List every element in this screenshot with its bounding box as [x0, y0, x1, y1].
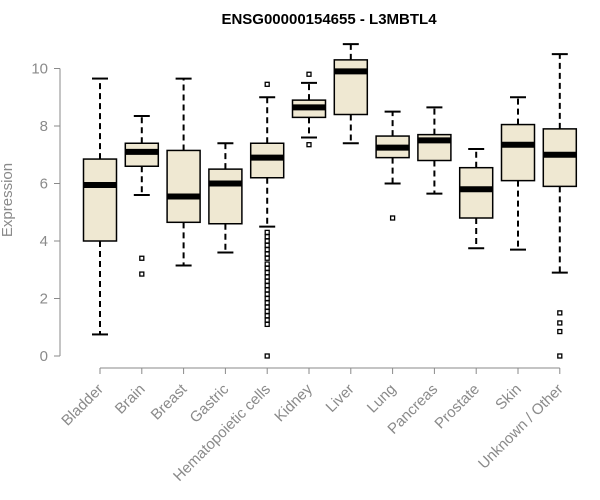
outlier-point — [264, 242, 270, 248]
y-tick-label: 10 — [31, 61, 48, 78]
box-group — [166, 77, 201, 267]
outlier-point — [557, 310, 563, 316]
box-group — [458, 148, 494, 250]
outlier-point — [264, 251, 270, 257]
outlier-point — [264, 321, 270, 328]
outlier-point — [264, 300, 270, 306]
outlier-point — [264, 234, 270, 240]
outlier-point — [264, 291, 270, 297]
outlier-point — [264, 81, 270, 87]
x-tick-label: Bladder — [58, 381, 107, 430]
outlier-point — [264, 313, 270, 319]
outlier-point — [389, 215, 396, 221]
iqr-box — [458, 166, 494, 219]
box-group — [208, 142, 243, 254]
outlier-point — [264, 265, 270, 271]
x-tick-label: Kidney — [271, 380, 316, 425]
iqr-box — [208, 168, 243, 225]
outlier-point — [139, 271, 145, 277]
outlier-point — [264, 261, 270, 267]
box-group — [375, 110, 410, 221]
chart-title: ENSG00000154655 - L3MBTL4 — [221, 11, 437, 28]
outlier-point — [264, 353, 270, 359]
iqr-box — [333, 59, 369, 116]
outlier-point — [557, 320, 563, 326]
iqr-box — [500, 123, 536, 182]
box-group — [82, 77, 118, 336]
x-tick-label: Liver — [323, 381, 358, 416]
box-group — [500, 96, 536, 251]
iqr-box — [166, 149, 201, 224]
box-group — [249, 81, 285, 359]
box-group — [124, 114, 160, 277]
y-tick-label: 2 — [40, 291, 48, 308]
outlier-point — [264, 255, 270, 261]
y-tick-label: 8 — [40, 118, 48, 135]
outlier-point — [139, 255, 145, 261]
outlier-point — [264, 295, 270, 302]
y-tick-label: 4 — [40, 233, 48, 250]
outlier-point — [264, 308, 270, 315]
outlier-point — [264, 229, 270, 236]
y-axis: 0 2 4 6 8 10 — [31, 61, 61, 365]
outlier-point — [264, 282, 270, 289]
outlier-point — [264, 269, 270, 276]
outlier-point — [264, 246, 270, 253]
x-tick-label: Lung — [364, 381, 400, 417]
x-tick-label: Breast — [148, 380, 191, 423]
outlier-point — [557, 328, 563, 335]
outlier-point — [264, 274, 270, 280]
x-tick-label: Brain — [112, 381, 149, 418]
box-group — [333, 43, 369, 145]
outlier-point — [264, 304, 270, 310]
box-group — [542, 53, 578, 359]
iqr-box — [82, 158, 118, 242]
boxes-group — [82, 43, 578, 359]
box-group — [417, 106, 452, 195]
outlier-point — [264, 238, 270, 244]
outlier-point — [264, 278, 270, 284]
outlier-point — [306, 71, 312, 77]
y-tick-label: 6 — [40, 176, 48, 193]
x-tick-label: Skin — [492, 381, 525, 414]
box-group — [291, 71, 327, 148]
outlier-point — [557, 353, 563, 359]
x-tick-label: Prostate — [431, 381, 483, 433]
y-tick-label: 0 — [40, 348, 48, 365]
outlier-point — [264, 287, 270, 293]
y-axis-label: Expression — [0, 163, 16, 237]
outlier-point — [264, 317, 270, 323]
outlier-point — [306, 142, 312, 148]
